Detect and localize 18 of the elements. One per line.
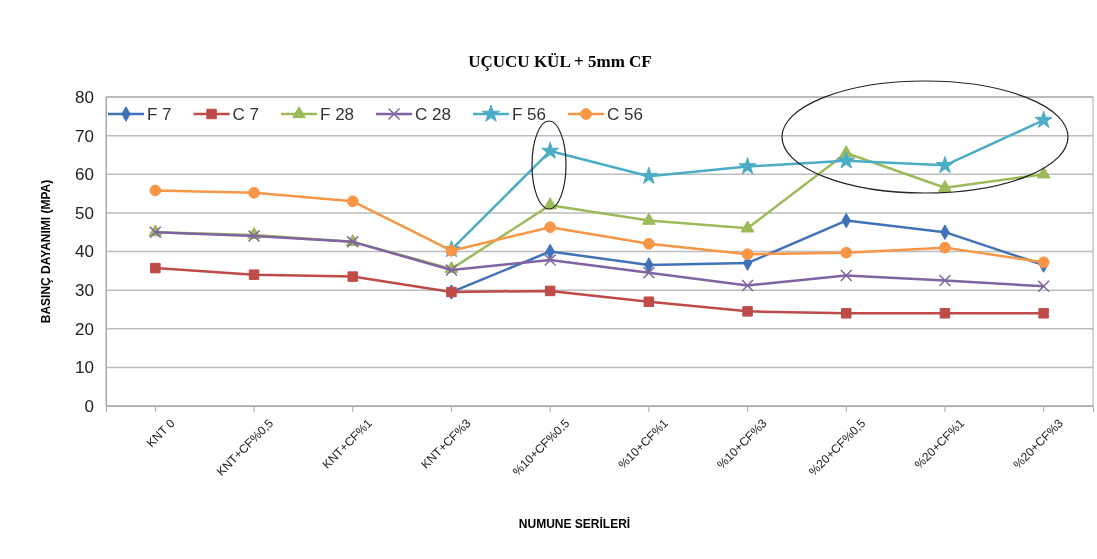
y-tick-label: 10	[75, 358, 94, 378]
x-axis-title: NUMUNE SERİLERİ	[518, 516, 631, 531]
legend-label: C 7	[232, 104, 260, 124]
y-tick-label: 0	[84, 396, 94, 416]
y-tick-label: 20	[75, 319, 94, 339]
legend-label: C 28	[415, 104, 451, 124]
legend-label: F 7	[147, 104, 172, 124]
y-tick-label: 50	[75, 203, 94, 223]
y-tick-label: 70	[75, 126, 94, 146]
y-tick-label: 60	[75, 165, 94, 185]
chart-title: UÇUCU KÜL + 5mm CF	[468, 52, 652, 71]
legend-label: F 28	[320, 104, 355, 124]
y-tick-label: 40	[75, 242, 94, 262]
legend-label: F 56	[511, 104, 547, 124]
y-tick-label: 80	[75, 87, 94, 107]
legend-label: C 56	[607, 104, 643, 124]
y-axis-title: BASINÇ DAYANIMI (MPA)	[39, 179, 53, 324]
y-tick-label: 30	[75, 281, 94, 301]
